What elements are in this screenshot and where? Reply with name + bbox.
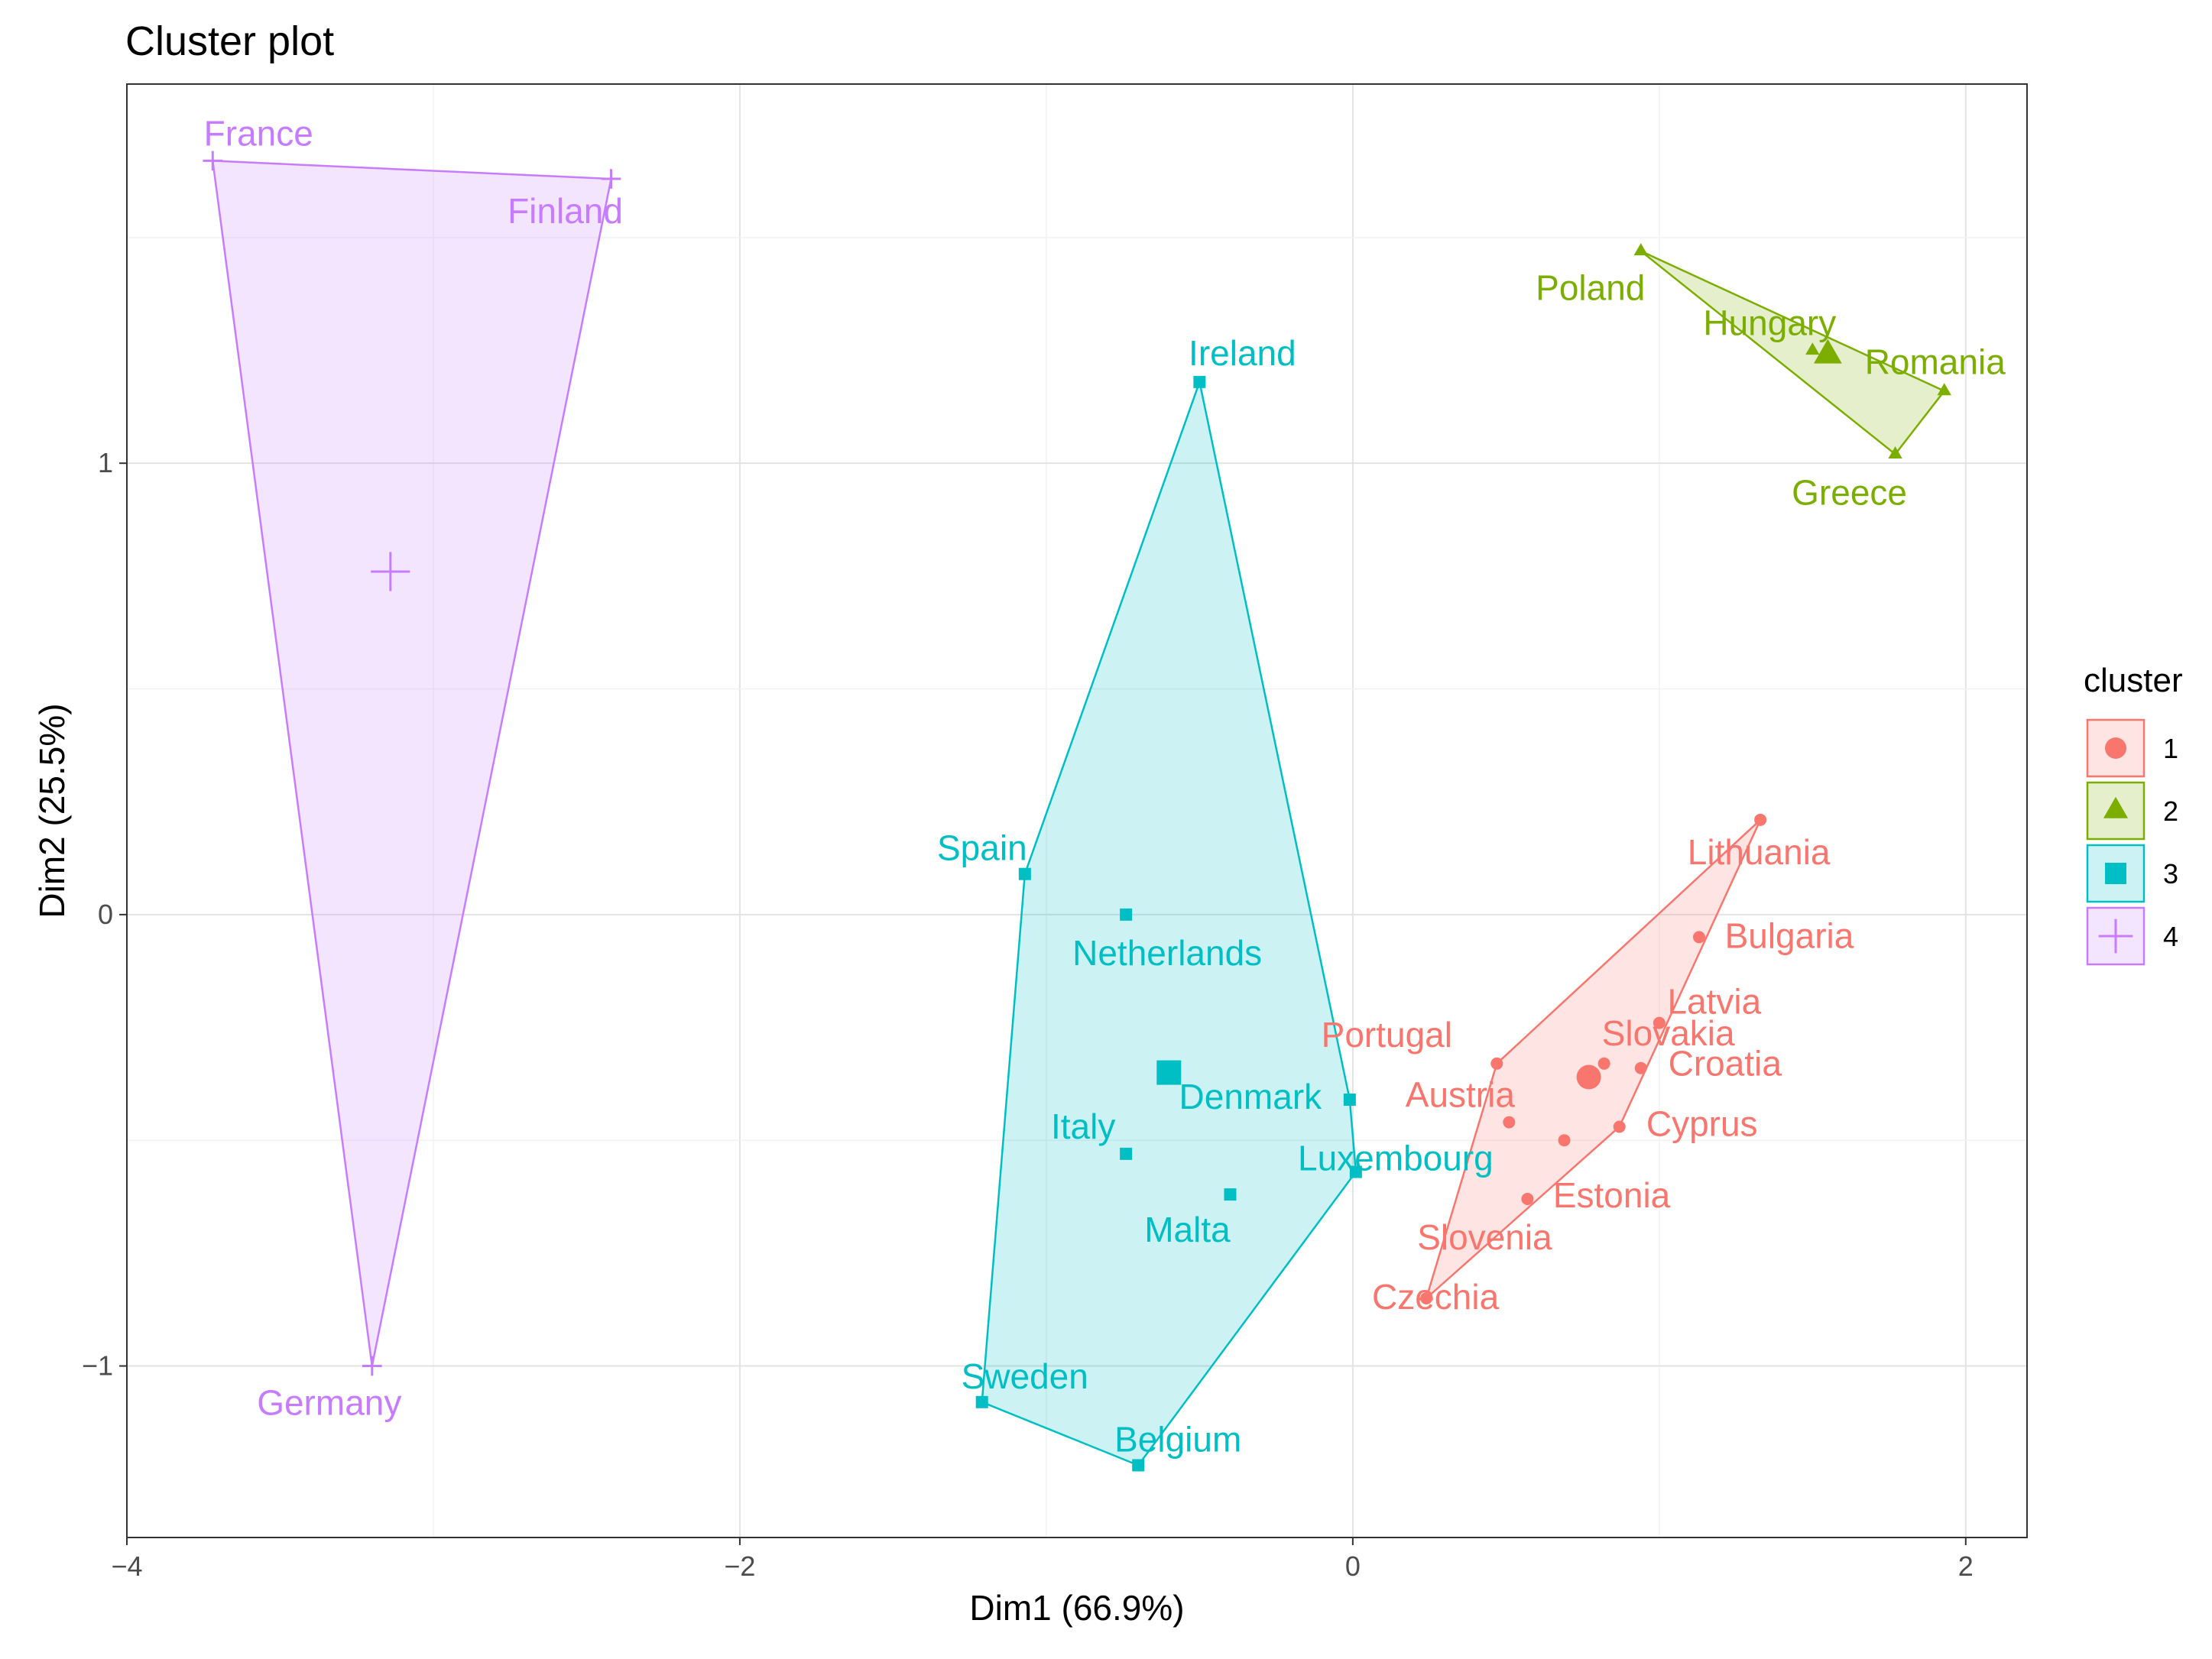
legend-label-3: 3 xyxy=(2163,858,2178,889)
point-hungary xyxy=(1805,342,1820,355)
cluster-center-3 xyxy=(1156,1060,1182,1085)
legend-symbol-2 xyxy=(2103,796,2129,818)
point-finland xyxy=(601,169,621,189)
point-spain xyxy=(1018,867,1031,880)
x-tick-label: 2 xyxy=(1958,1550,1974,1582)
point-label-hungary: Hungary xyxy=(1703,303,1836,343)
legend-symbol-1 xyxy=(2105,737,2126,759)
point-austria xyxy=(1503,1116,1516,1129)
legend-label-4: 4 xyxy=(2163,921,2178,952)
point-france xyxy=(203,151,223,171)
axis-ticks: −4 −2 0 2 −1 0 1 xyxy=(82,447,1974,1582)
legend-title: cluster xyxy=(2084,662,2183,699)
point-label-finland: Finland xyxy=(508,191,623,231)
legend-key-4 xyxy=(2086,906,2146,966)
point-bulgaria xyxy=(1692,931,1705,944)
point-latvia xyxy=(1653,1016,1665,1029)
panel-border xyxy=(126,83,2028,1538)
point-label-latvia: Latvia xyxy=(1667,982,1761,1022)
y-axis-title: Dim2 (25.5%) xyxy=(32,703,72,918)
legend-symbol-4 xyxy=(2098,919,2133,954)
cluster-hull-2 xyxy=(1640,250,1946,456)
point-label-sweden: Sweden xyxy=(962,1356,1088,1396)
point-label-lithuania: Lithuania xyxy=(1688,832,1831,872)
point-label-italy: Italy xyxy=(1051,1107,1115,1146)
cluster-hulls xyxy=(211,160,1946,1467)
point-label-croatia: Croatia xyxy=(1669,1044,1782,1084)
point-label-poland: Poland xyxy=(1536,268,1645,308)
point-greece xyxy=(1888,446,1902,458)
point-label-romania: Romania xyxy=(1865,342,2006,382)
point-czechia xyxy=(1420,1291,1433,1304)
legend: cluster 1 2 3 4 xyxy=(2084,662,2183,966)
point-denmark xyxy=(1343,1094,1356,1107)
point-cyprus xyxy=(1613,1120,1626,1133)
grid-lines xyxy=(126,84,2027,1537)
point-label-spain: Spain xyxy=(937,828,1027,868)
point-label-malta: Malta xyxy=(1144,1210,1231,1249)
cluster-center-4 xyxy=(371,552,410,591)
point-slovakia xyxy=(1597,1057,1610,1070)
point-label-czechia: Czechia xyxy=(1372,1277,1500,1317)
point-germany xyxy=(362,1356,382,1376)
point-label-france: France xyxy=(204,113,313,153)
point-label-estonia: Estonia xyxy=(1553,1175,1671,1215)
x-tick-label: −2 xyxy=(724,1550,755,1582)
point-label-greece: Greece xyxy=(1792,472,1907,512)
point-label-netherlands: Netherlands xyxy=(1072,933,1262,973)
point-label-portugal: Portugal xyxy=(1322,1015,1452,1055)
y-tick-label: 1 xyxy=(98,447,113,478)
point-luxembourg xyxy=(1349,1165,1362,1178)
point-label-cyprus: Cyprus xyxy=(1646,1103,1758,1143)
point-sweden xyxy=(975,1395,988,1408)
point-lithuania xyxy=(1754,813,1767,826)
point-netherlands xyxy=(1120,908,1133,921)
point-label-germany: Germany xyxy=(257,1383,401,1423)
cluster-center-2 xyxy=(1813,339,1842,364)
x-tick-label: −4 xyxy=(111,1550,142,1582)
legend-symbol-3 xyxy=(2105,863,2126,884)
point-estonia xyxy=(1558,1134,1571,1147)
point-label-luxembourg: Luxembourg xyxy=(1298,1139,1494,1178)
point-croatia xyxy=(1634,1061,1647,1074)
cluster-center-1 xyxy=(1576,1064,1601,1090)
point-label-slovenia: Slovenia xyxy=(1417,1217,1552,1257)
point-italy xyxy=(1120,1147,1133,1160)
point-portugal xyxy=(1490,1057,1503,1070)
point-label-slovakia: Slovakia xyxy=(1602,1013,1735,1053)
point-poland xyxy=(1633,243,1648,256)
point-ireland xyxy=(1193,375,1206,388)
cluster-hull-3 xyxy=(981,378,1357,1467)
data-points xyxy=(203,151,1951,1472)
point-romania xyxy=(1937,383,1951,396)
y-tick-label: −1 xyxy=(82,1350,113,1382)
cluster-hull-4 xyxy=(211,160,613,1366)
point-slovenia xyxy=(1521,1192,1534,1205)
x-axis-title: Dim1 (66.9%) xyxy=(969,1588,1184,1628)
point-belgium xyxy=(1132,1459,1145,1472)
y-tick-label: 0 xyxy=(98,899,113,930)
legend-label-1: 1 xyxy=(2163,733,2178,764)
point-label-belgium: Belgium xyxy=(1114,1419,1241,1459)
chart-title: Cluster plot xyxy=(125,18,334,64)
x-tick-label: 0 xyxy=(1345,1550,1361,1582)
legend-label-2: 2 xyxy=(2163,795,2178,827)
point-label-denmark: Denmark xyxy=(1179,1077,1323,1116)
point-label-bulgaria: Bulgaria xyxy=(1725,915,1854,955)
point-label-austria: Austria xyxy=(1406,1075,1516,1115)
point-label-ireland: Ireland xyxy=(1189,333,1296,373)
point-malta xyxy=(1224,1188,1237,1201)
